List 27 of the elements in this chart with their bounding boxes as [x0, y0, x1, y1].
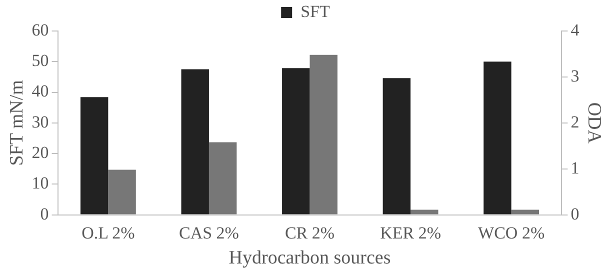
bar [410, 210, 438, 214]
y2-tick-label: 3 [570, 66, 580, 86]
x-tick-label: CAS 2% [178, 223, 239, 242]
y-tick-label: 30 [32, 112, 49, 132]
y-tick-label: 40 [32, 82, 49, 101]
y-tick-label: 50 [32, 51, 49, 70]
y-tick-label: 20 [32, 143, 49, 162]
x-tick-label: KER 2% [380, 223, 441, 242]
y2-tick-label: 2 [570, 112, 580, 132]
y-tick-label: 0 [40, 204, 49, 224]
y2-tick-label: 1 [570, 158, 580, 178]
y-axis-title: SFT mN/m [6, 80, 28, 166]
legend-label: SFT [300, 2, 331, 21]
x-tick-label: WCO 2% [478, 223, 545, 242]
y-tick-label: 10 [32, 174, 49, 193]
bar [511, 210, 540, 214]
bar [80, 97, 108, 214]
x-tick-label: O.L 2% [82, 223, 135, 242]
y-tick-label: 60 [32, 20, 49, 40]
y2-tick-label: 4 [570, 20, 580, 40]
y2-axis-title: ODA [584, 102, 605, 144]
y2-tick-label: 0 [570, 204, 580, 224]
bar [181, 69, 209, 214]
bar [484, 62, 512, 214]
x-axis-title: Hydrocarbon sources [228, 248, 391, 269]
x-tick-label: CR 2% [284, 223, 335, 242]
bar [382, 78, 411, 214]
